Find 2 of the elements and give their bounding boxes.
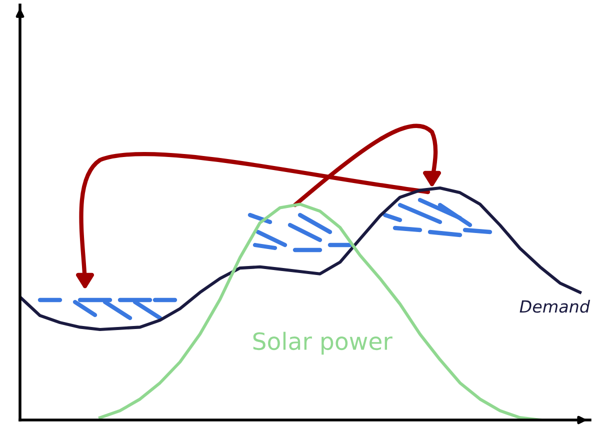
series-label: Demand bbox=[520, 300, 590, 313]
series-label: Solar power bbox=[253, 332, 392, 355]
